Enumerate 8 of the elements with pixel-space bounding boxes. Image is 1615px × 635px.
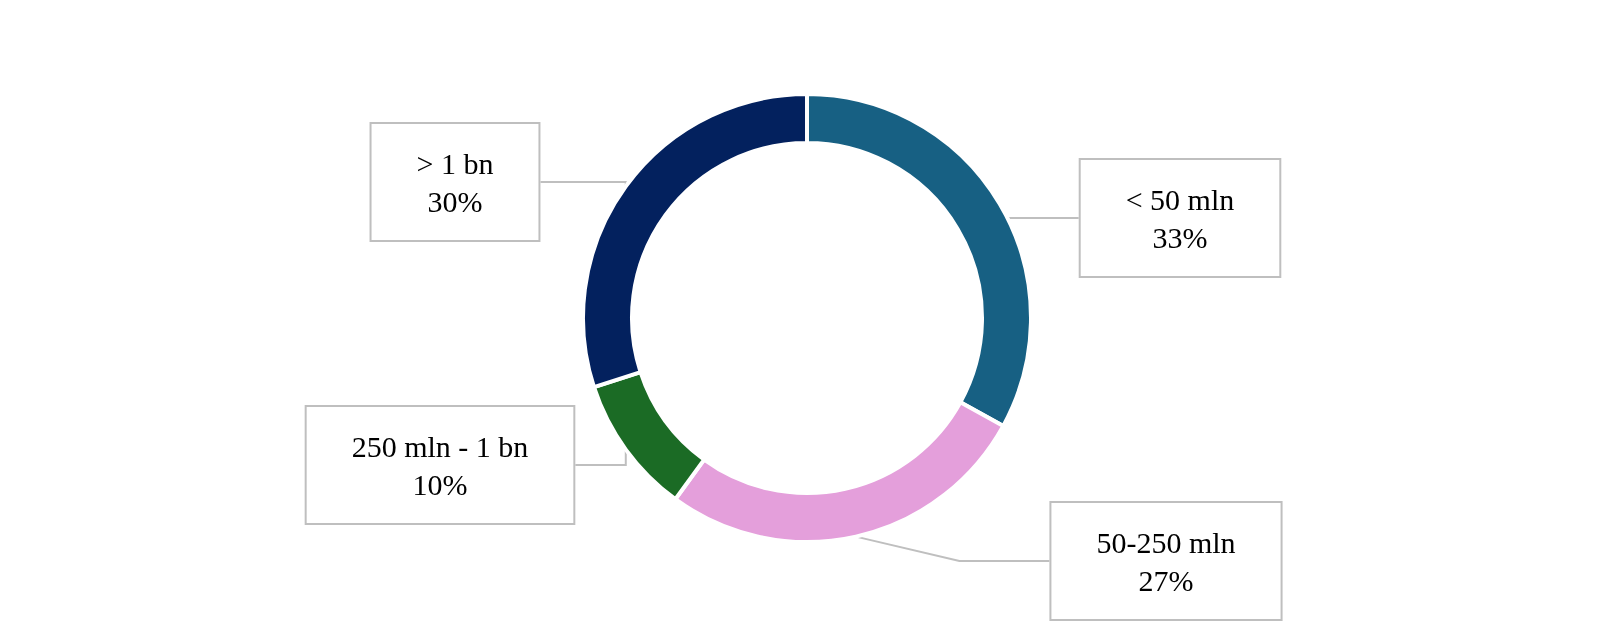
data-label: 30% [427, 184, 483, 218]
slice-label: < 50 mln [1125, 182, 1235, 216]
slice-label: 50-250 mln [1096, 525, 1236, 559]
slice-label: > 1 bn [416, 146, 494, 180]
slice-label: 250 mln - 1 bn [351, 429, 529, 463]
data-label: 10% [412, 467, 468, 501]
data-label: 27% [1138, 563, 1194, 597]
data-label: 33% [1152, 220, 1208, 254]
